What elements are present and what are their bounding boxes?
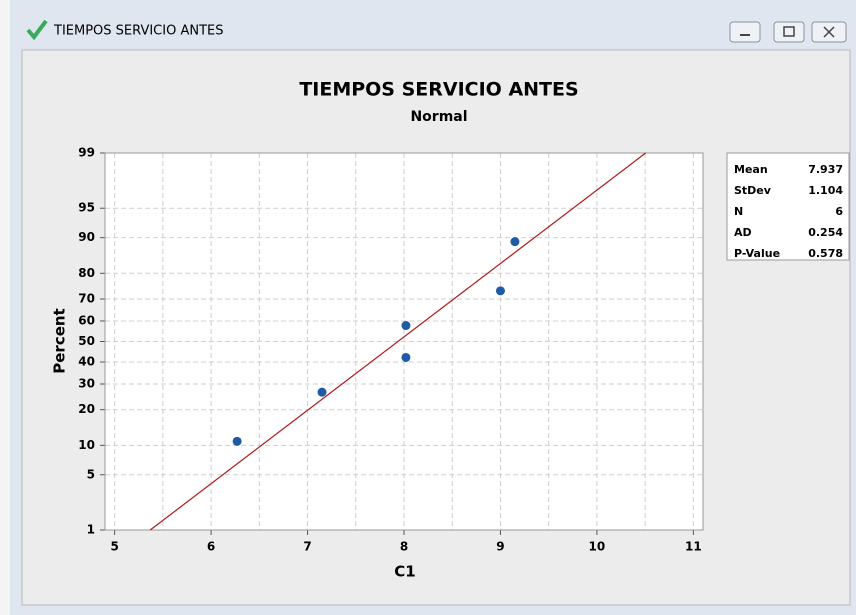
y-tick-label: 99 (78, 146, 95, 160)
x-tick-label: 5 (110, 540, 118, 554)
y-tick-label: 10 (78, 438, 95, 452)
stat-label: P-Value (734, 247, 780, 260)
chart-subtitle: Normal (410, 109, 467, 125)
x-tick-label: 8 (400, 540, 408, 554)
y-tick-label: 80 (78, 266, 95, 280)
stat-label: AD (734, 226, 752, 239)
x-tick-label: 6 (207, 540, 215, 554)
x-tick-label: 10 (589, 540, 606, 554)
data-point (401, 352, 411, 362)
minimize-button[interactable] (729, 21, 761, 43)
stats-box (726, 152, 850, 261)
minimize-icon (740, 34, 750, 36)
y-tick-label: 70 (78, 292, 95, 306)
y-axis-label: Percent (51, 308, 69, 373)
stat-value: 6 (835, 205, 843, 218)
maximize-icon (783, 26, 795, 37)
stat-value: 7.937 (808, 163, 843, 176)
y-tick-label: 20 (78, 402, 95, 416)
y-tick-label: 60 (78, 313, 95, 327)
data-point (510, 237, 520, 247)
data-point (401, 321, 411, 331)
x-tick-label: 9 (496, 540, 504, 554)
data-point (317, 387, 327, 397)
stat-value: 1.104 (808, 184, 843, 197)
fit-line (149, 152, 647, 531)
y-tick-label: 95 (78, 201, 95, 215)
y-tick-label: 90 (78, 230, 95, 244)
window-title: TIEMPOS SERVICIO ANTES (53, 24, 223, 39)
data-point (495, 286, 505, 296)
stat-value: 0.254 (808, 226, 843, 239)
y-tick-label: 40 (78, 355, 95, 369)
x-axis-label: C1 (394, 563, 415, 581)
chart-title: TIEMPOS SERVICIO ANTES (299, 79, 578, 101)
stat-label: StDev (734, 184, 772, 197)
x-tick-label: 11 (685, 540, 702, 554)
y-tick-label: 30 (78, 376, 95, 390)
stat-label: Mean (734, 163, 768, 176)
stat-value: 0.578 (808, 247, 843, 260)
y-tick-label: 1 (87, 523, 95, 537)
maximize-button[interactable] (773, 21, 805, 43)
plot-border (104, 152, 704, 531)
y-tick-label: 50 (78, 334, 95, 348)
close-icon (823, 26, 835, 38)
y-tick-label: 5 (87, 467, 95, 481)
window-icon (26, 19, 48, 41)
stat-label: N (734, 205, 743, 218)
data-point (232, 436, 242, 446)
x-tick-label: 7 (303, 540, 311, 554)
left-strip (0, 0, 10, 615)
